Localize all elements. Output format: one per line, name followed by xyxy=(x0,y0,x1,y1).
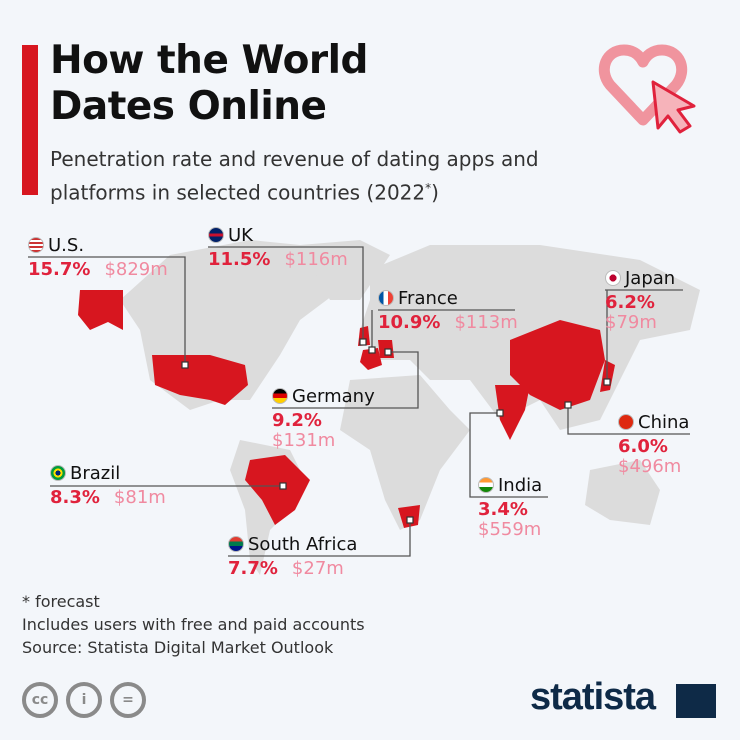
country-name: Germany xyxy=(292,385,375,407)
uk-flag-icon xyxy=(208,227,224,243)
page-title: How the World Dates Online xyxy=(50,38,368,129)
country-name: UK xyxy=(228,224,253,246)
label-uk: UK 11.5% $116m xyxy=(208,224,348,270)
penetration-rate: 6.0% xyxy=(618,436,668,457)
penetration-rate: 11.5% xyxy=(208,249,271,270)
brazil-shape xyxy=(245,455,310,525)
revenue: $79m xyxy=(605,312,657,333)
france-flag-icon xyxy=(378,290,394,306)
country-name: India xyxy=(498,474,543,496)
penetration-rate: 15.7% xyxy=(28,259,91,280)
revenue: $113m xyxy=(454,312,518,333)
label-brazil: Brazil 8.3% $81m xyxy=(50,462,166,508)
attribution-icon[interactable]: i xyxy=(66,682,102,718)
label-france: France 10.9% $113m xyxy=(378,287,518,333)
country-name: Japan xyxy=(625,267,676,289)
india-flag-icon xyxy=(478,477,494,493)
china-flag-icon xyxy=(618,414,634,430)
subtitle-text: Penetration rate and revenue of dating a… xyxy=(50,147,539,205)
brazil-flag-icon xyxy=(50,465,66,481)
cc-icon[interactable]: cc xyxy=(22,682,58,718)
no-derivatives-icon[interactable]: = xyxy=(110,682,146,718)
revenue: $559m xyxy=(478,519,542,540)
revenue: $27m xyxy=(291,558,344,579)
france-shape xyxy=(360,348,382,370)
india-shape xyxy=(495,385,530,440)
subtitle: Penetration rate and revenue of dating a… xyxy=(50,145,570,208)
penetration-rate: 10.9% xyxy=(378,312,441,333)
statista-logo-mark xyxy=(676,684,716,718)
label-us: U.S. 15.7% $829m xyxy=(28,234,168,280)
accounts-note: Includes users with free and paid accoun… xyxy=(22,615,365,634)
penetration-rate: 8.3% xyxy=(50,487,100,508)
usa-shape xyxy=(78,290,248,405)
country-name: South Africa xyxy=(248,533,358,555)
revenue: $496m xyxy=(618,456,682,477)
revenue: $131m xyxy=(272,430,336,451)
country-name: China xyxy=(638,411,690,433)
penetration-rate: 3.4% xyxy=(478,499,528,520)
penetration-rate: 9.2% xyxy=(272,410,322,431)
label-germany: Germany 9.2% $131m xyxy=(272,385,375,451)
footnotes: * forecast Includes users with free and … xyxy=(22,590,365,659)
label-india: India 3.4% $559m xyxy=(478,474,542,540)
statista-logo[interactable]: statista xyxy=(530,676,656,718)
china-shape xyxy=(510,320,605,410)
forecast-note: * forecast xyxy=(22,592,100,611)
south-africa-flag-icon xyxy=(228,536,244,552)
revenue: $829m xyxy=(104,259,168,280)
revenue: $116m xyxy=(284,249,348,270)
country-name: France xyxy=(398,287,458,309)
subtitle-end: ) xyxy=(431,180,439,205)
highlighted-countries xyxy=(78,290,615,528)
markers xyxy=(181,338,611,524)
country-name: Brazil xyxy=(70,462,121,484)
label-south-africa: South Africa 7.7% $27m xyxy=(228,533,357,579)
penetration-rate: 7.7% xyxy=(228,558,278,579)
japan-flag-icon xyxy=(605,270,621,286)
penetration-rate: 6.2% xyxy=(605,292,655,313)
leader-lines xyxy=(28,246,690,557)
label-japan: Japan 6.2% $79m xyxy=(605,267,675,333)
country-name: U.S. xyxy=(48,234,85,256)
label-china: China 6.0% $496m xyxy=(618,411,689,477)
source-note: Source: Statista Digital Market Outlook xyxy=(22,638,334,657)
us-flag-icon xyxy=(28,237,44,253)
heart-cursor-icon xyxy=(598,44,696,134)
forecast-mark: * xyxy=(425,181,432,195)
accent-bar xyxy=(22,45,38,195)
germany-flag-icon xyxy=(272,388,288,404)
revenue: $81m xyxy=(113,487,166,508)
